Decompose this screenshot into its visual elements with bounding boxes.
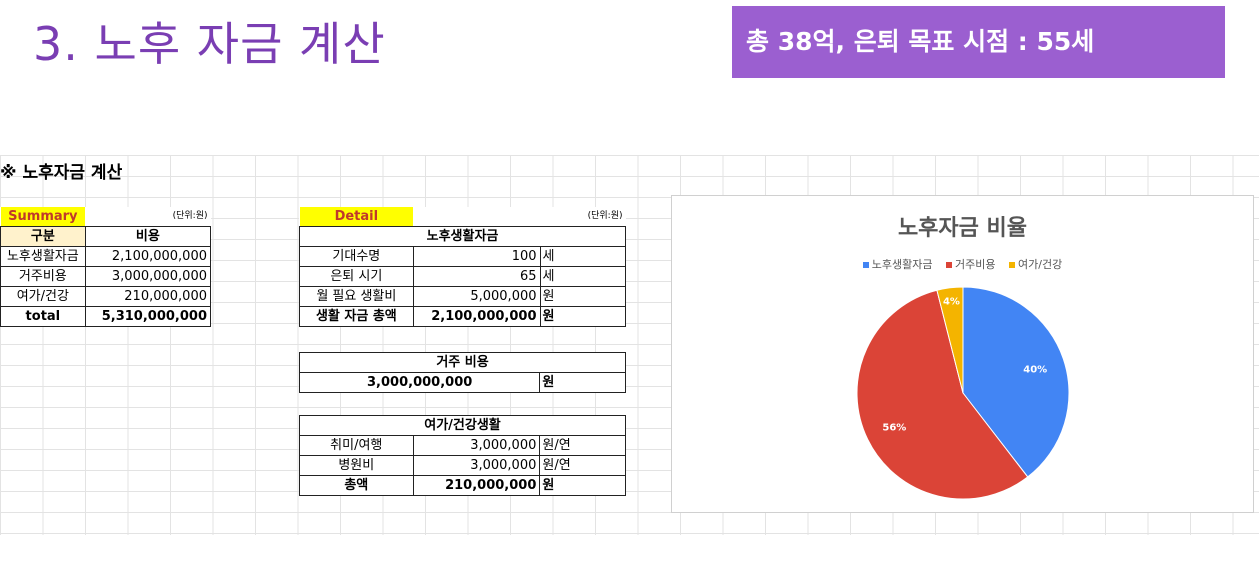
detail-value-cell[interactable]: 65 bbox=[412, 266, 541, 287]
goal-badge: 총 38억, 은퇴 목표 시점 : 55세 bbox=[732, 6, 1225, 78]
leisure-total-value[interactable]: 210,000,000 bbox=[412, 475, 541, 496]
summary-value-cell[interactable]: 2,100,000,000 bbox=[84, 246, 212, 267]
leisure-total-unit[interactable]: 원 bbox=[539, 475, 626, 496]
table-row: 총액 210,000,000 원 bbox=[299, 475, 626, 496]
slice-housing[interactable] bbox=[856, 289, 1029, 500]
chart-legend: 노후생활자금 거주비용 여가/건강 bbox=[672, 256, 1253, 272]
table-row: 월 필요 생활비 5,000,000 원 bbox=[299, 286, 627, 307]
table-row: 여가/건강 210,000,000 bbox=[0, 286, 212, 307]
legend-label: 거주비용 bbox=[955, 258, 996, 271]
detail-name-cell[interactable]: 기대수명 bbox=[299, 246, 414, 267]
legend-item: 여가/건강 bbox=[1009, 258, 1062, 271]
legend-swatch bbox=[862, 262, 869, 268]
leisure-title[interactable]: 여가/건강생활 bbox=[299, 415, 626, 436]
pie-svg: 40% 56% 4% bbox=[856, 286, 1070, 500]
legend-label: 여가/건강 bbox=[1018, 258, 1063, 271]
slide-title: 3. 노후 자금 계산 bbox=[33, 17, 386, 71]
slice-leisure[interactable] bbox=[936, 286, 964, 394]
detail-name-cell[interactable]: 월 필요 생활비 bbox=[299, 286, 414, 307]
summary-unit[interactable]: (단위:원) bbox=[172, 211, 208, 221]
summary-header-category[interactable]: 구분 bbox=[0, 226, 86, 247]
summary-table: Summary (단위:원) 구분 비용 노후생활자금 2,100,000,00… bbox=[0, 207, 212, 327]
table-row: 은퇴 시기 65 세 bbox=[299, 266, 627, 287]
legend-swatch bbox=[946, 262, 953, 268]
table-row: 3,000,000,000 원 bbox=[298, 372, 626, 393]
summary-value-cell[interactable]: 3,000,000,000 bbox=[84, 266, 212, 287]
detail-unit[interactable]: (단위:원) bbox=[587, 211, 623, 221]
slice-living[interactable] bbox=[962, 286, 1070, 478]
legend-item: 노후생활자금 bbox=[862, 258, 933, 271]
summary-header-cost[interactable]: 비용 bbox=[84, 226, 212, 247]
housing-value[interactable]: 3,000,000,000 bbox=[298, 372, 541, 393]
data-label: 4% bbox=[943, 296, 960, 307]
detail-living-table: Detail (단위:원) 노후생활자금 기대수명 100 세 은퇴 시기 65… bbox=[299, 207, 627, 327]
housing-title[interactable]: 거주 비용 bbox=[299, 352, 626, 373]
summary-value-cell[interactable]: 210,000,000 bbox=[84, 286, 212, 307]
summary-name-cell[interactable]: 거주비용 bbox=[0, 266, 86, 287]
data-label: 56% bbox=[882, 422, 906, 433]
detail-unit-cell[interactable]: 세 bbox=[539, 246, 627, 267]
detail-value-cell[interactable]: 5,000,000 bbox=[412, 286, 541, 307]
table-row: 기대수명 100 세 bbox=[299, 246, 627, 267]
detail-unit-cell[interactable]: 원 bbox=[539, 286, 627, 307]
detail-value-cell[interactable]: 3,000,000 bbox=[412, 455, 541, 476]
sheet-heading: ※ 노후자금 계산 bbox=[0, 163, 123, 183]
legend-item: 거주비용 bbox=[946, 258, 996, 271]
detail-value-cell[interactable]: 100 bbox=[412, 246, 541, 267]
pie-chart[interactable]: 노후자금 비율 노후생활자금 거주비용 여가/건강 40% 56% 4% bbox=[671, 195, 1254, 513]
living-total-unit[interactable]: 원 bbox=[539, 306, 627, 327]
chart-title: 노후자금 비율 bbox=[897, 216, 1028, 241]
summary-total-value[interactable]: 5,310,000,000 bbox=[84, 306, 212, 327]
living-total-value[interactable]: 2,100,000,000 bbox=[412, 306, 541, 327]
table-row: total 5,310,000,000 bbox=[0, 306, 212, 327]
detail-label[interactable]: Detail bbox=[299, 207, 414, 227]
table-row: 노후생활자금 2,100,000,000 bbox=[0, 246, 212, 267]
living-total-name[interactable]: 생활 자금 총액 bbox=[299, 306, 414, 327]
data-label: 40% bbox=[1023, 364, 1047, 375]
housing-unit[interactable]: 원 bbox=[539, 372, 626, 393]
legend-swatch bbox=[1009, 262, 1016, 268]
table-row: 취미/여행 3,000,000 원/연 bbox=[299, 435, 626, 456]
living-title[interactable]: 노후생활자금 bbox=[299, 226, 626, 247]
detail-name-cell[interactable]: 은퇴 시기 bbox=[299, 266, 414, 287]
summary-total-name[interactable]: total bbox=[0, 306, 86, 327]
table-row: 생활 자금 총액 2,100,000,000 원 bbox=[299, 306, 627, 327]
summary-name-cell[interactable]: 노후생활자금 bbox=[0, 246, 86, 267]
detail-name-cell[interactable]: 취미/여행 bbox=[299, 435, 414, 456]
detail-value-cell[interactable]: 3,000,000 bbox=[412, 435, 541, 456]
detail-unit-cell[interactable]: 세 bbox=[539, 266, 627, 287]
detail-housing-table: 거주 비용 3,000,000,000 원 bbox=[298, 352, 626, 393]
detail-unit-cell[interactable]: 원/연 bbox=[539, 455, 626, 476]
legend-label: 노후생활자금 bbox=[871, 258, 933, 271]
table-row: 거주비용 3,000,000,000 bbox=[0, 266, 212, 287]
leisure-total-name[interactable]: 총액 bbox=[299, 475, 414, 496]
summary-name-cell[interactable]: 여가/건강 bbox=[0, 286, 86, 307]
table-row: 병원비 3,000,000 원/연 bbox=[299, 455, 626, 476]
summary-label[interactable]: Summary bbox=[0, 207, 86, 227]
empty-cell[interactable] bbox=[413, 207, 540, 227]
detail-leisure-table: 여가/건강생활 취미/여행 3,000,000 원/연 병원비 3,000,00… bbox=[299, 415, 626, 496]
detail-unit-cell[interactable]: 원/연 bbox=[539, 435, 626, 456]
detail-name-cell[interactable]: 병원비 bbox=[299, 455, 414, 476]
